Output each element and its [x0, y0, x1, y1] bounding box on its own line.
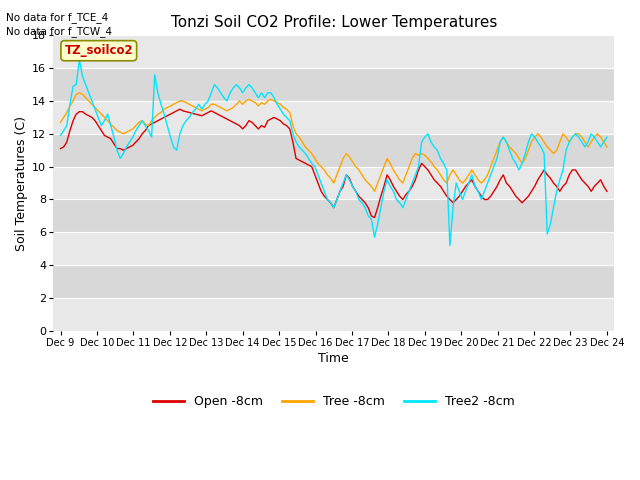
Bar	[53, 36, 614, 68]
Text: No data for f_TCE_4: No data for f_TCE_4	[6, 12, 109, 23]
Bar	[53, 200, 614, 232]
X-axis label: Time: Time	[318, 352, 349, 365]
Text: No data for f_TCW_4: No data for f_TCW_4	[6, 26, 113, 37]
Text: TZ_soilco2: TZ_soilco2	[65, 44, 133, 57]
Y-axis label: Soil Temperatures (C): Soil Temperatures (C)	[15, 116, 28, 251]
Bar	[53, 134, 614, 167]
Bar	[53, 298, 614, 331]
Bar	[53, 68, 614, 101]
Bar	[53, 232, 614, 265]
Title: Tonzi Soil CO2 Profile: Lower Temperatures: Tonzi Soil CO2 Profile: Lower Temperatur…	[170, 15, 497, 30]
Bar	[53, 265, 614, 298]
Legend: Open -8cm, Tree -8cm, Tree2 -8cm: Open -8cm, Tree -8cm, Tree2 -8cm	[148, 390, 520, 413]
Bar	[53, 101, 614, 134]
Bar	[53, 167, 614, 200]
